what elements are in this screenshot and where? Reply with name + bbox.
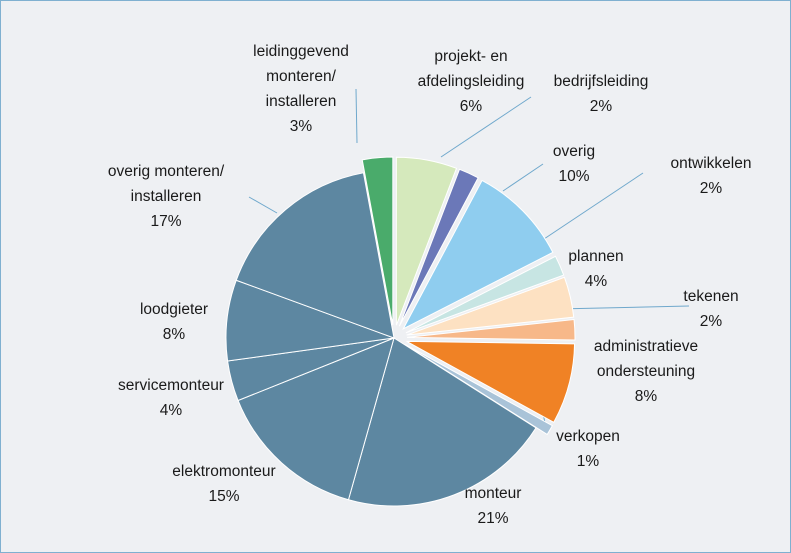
pie-slice [405,255,565,334]
slice-name: elektromonteur [172,463,276,480]
slice-value: 2% [699,313,723,330]
leader-line [248,196,278,214]
slice-name: loodgieter [139,301,209,318]
slice-name: plannen [568,248,624,265]
slice-value: 4% [159,402,183,419]
slice-value: 4% [584,273,608,290]
slice-name: servicemonteur [118,377,224,394]
slice-value: 2% [589,98,613,115]
slice-label: bedrijfsleiding 2% [554,69,649,119]
pie-slice [347,337,537,507]
slice-value: 17% [150,213,182,230]
slice-name: ontwikkelen [670,155,752,172]
slice-value: 6% [459,98,483,115]
slice-label: verkopen 1% [556,424,620,474]
pie-slice [404,344,554,436]
slice-name: leidinggevend monteren/ installeren [253,43,349,110]
pie-slice [395,156,458,326]
slice-name: bedrijfsleiding [553,73,649,90]
slice-label: projekt- en afdelingsleiding 6% [418,44,525,119]
slice-label: loodgieter 8% [140,297,208,347]
slice-name: administratieve ondersteuning [593,338,699,380]
pie-slice [406,276,575,336]
slice-label: plannen 4% [568,244,623,294]
slice-value: 15% [208,488,240,505]
slice-name: tekenen [683,288,739,305]
slice-name: verkopen [556,428,620,445]
slice-label: overig monteren/ installeren 17% [108,159,224,234]
pie-slice [402,179,554,331]
pie-slice [361,156,394,326]
slice-label: leidinggevend monteren/ installeren 3% [253,39,349,139]
pie-slice [398,168,479,327]
slice-value: 8% [634,388,658,405]
slice-label: administratieve ondersteuning 8% [594,334,698,409]
slice-name: projekt- en afdelingsleiding [417,48,525,90]
leader-line [440,96,532,158]
slice-label: elektromonteur 15% [172,459,275,509]
slice-value: 21% [477,510,509,527]
slice-value: 10% [558,168,590,185]
slice-label: overig 10% [553,139,595,189]
leader-line [556,305,690,310]
slice-name: overig [552,143,596,160]
slice-label: tekenen 2% [683,284,738,334]
leader-line [502,163,544,192]
slice-value: 1% [576,453,600,470]
leader-line [355,88,358,144]
leader-line [540,172,644,242]
slice-label: monteur 21% [465,481,522,531]
slice-name: monteur [464,485,522,502]
pie-slice [237,337,395,501]
pie-slice [406,340,576,424]
slice-value: 8% [162,326,186,343]
slice-label: servicemonteur 4% [118,373,224,423]
slice-label: ontwikkelen 2% [671,151,752,201]
slice-name: overig monteren/ installeren [107,163,225,205]
pie-slice [235,172,395,339]
slice-value: 2% [699,180,723,197]
slice-value: 3% [289,118,313,135]
pie-slice [406,318,576,341]
